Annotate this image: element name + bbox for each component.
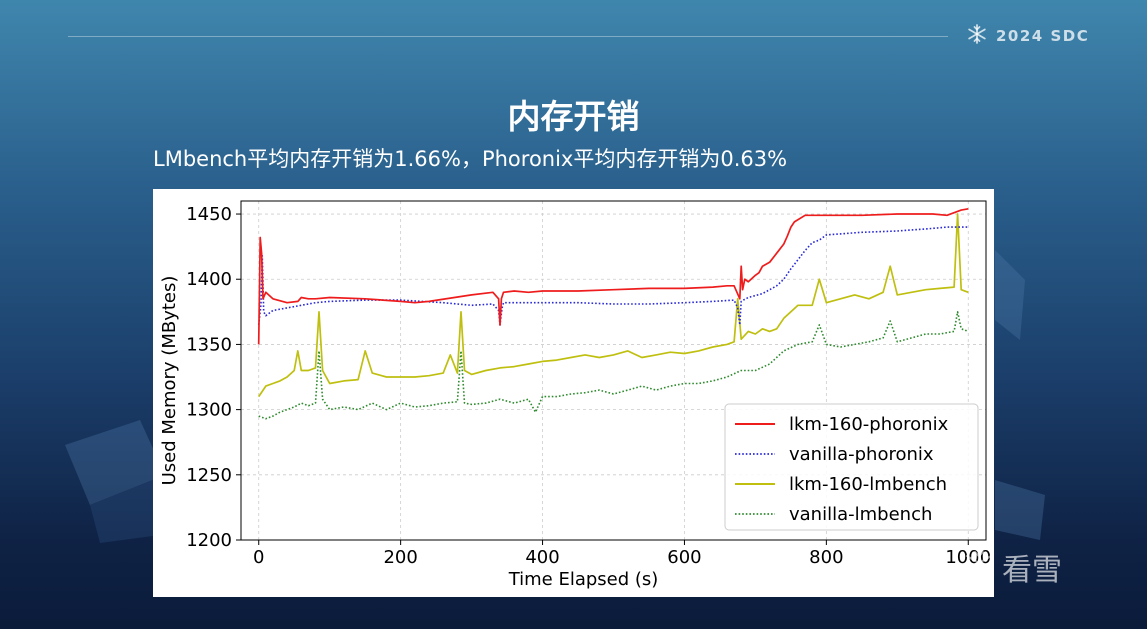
snowflake-icon [962,546,996,588]
y-axis-label: Used Memory (MBytes) [159,276,180,486]
legend-label: vanilla-lmbench [789,504,932,525]
series-line-vanilla-phoronix [257,226,969,326]
series-line-lkm-160-lmbench [257,213,969,398]
memory-usage-chart: 0 200 400 600 800 1000 1200 1250 1300 1350 1400 145… [153,189,994,597]
slide-title: 内存开销 [507,97,640,136]
series-line-lkm-160-phoronix [257,207,969,345]
decorative-cube-left [65,420,165,543]
y-tick-label: 1400 [186,269,232,290]
legend-label: lkm-160-phoronix [789,414,949,435]
legend-box [724,403,979,531]
decorative-cube-right-bottom [995,480,1045,540]
legend-label: vanilla-phoronix [789,444,934,465]
y-tick-label: 1300 [186,400,232,421]
brand-text: 2024 SDC [996,27,1090,45]
series-line-vanilla-lmbench [258,311,969,420]
x-tick-label: 200 [383,547,417,568]
legend-label: lkm-160-lmbench [789,474,947,495]
x-tick-label: 0 [253,547,264,568]
x-axis-label: Time Elapsed (s) [508,569,659,590]
y-tick-label: 1200 [186,530,232,551]
watermark: 看雪 [962,545,1062,589]
y-tick-label: 1450 [186,204,232,225]
x-tick-label: 400 [525,547,559,568]
x-tick-label: 600 [667,547,701,568]
watermark-text: 看雪 [1002,553,1062,588]
brand-logo: 2024 SDC [966,23,1090,49]
header-divider [68,36,948,37]
plot-frame [240,200,987,541]
decorative-cube-right [995,250,1025,340]
snowflake-icon [966,23,988,49]
y-tick-label: 1250 [186,465,232,486]
x-tick-label: 800 [809,547,843,568]
slide-subtitle: LMbench平均内存开销为1.66%，Phoronix平均内存开销为0.63% [153,147,788,171]
y-tick-label: 1350 [186,334,232,355]
